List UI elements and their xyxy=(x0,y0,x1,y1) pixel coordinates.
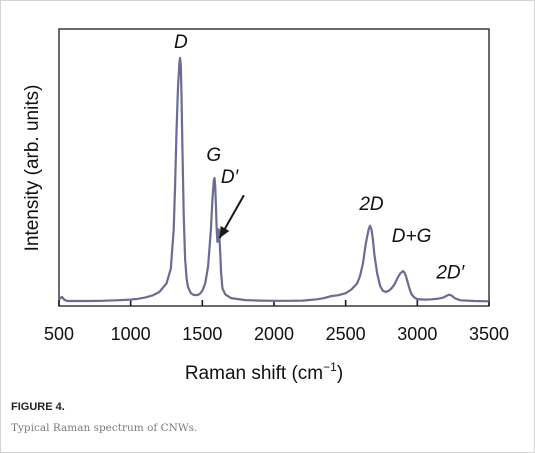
figure-label: FIGURE 4. xyxy=(11,401,65,413)
x-axis-label-close: ) xyxy=(337,363,343,384)
x-tick-label: 500 xyxy=(44,324,74,344)
x-tick-labels: 500 1000 1500 2000 2500 3000 3500 xyxy=(44,324,509,344)
arrow-head xyxy=(219,226,230,239)
spectrum-series-line xyxy=(58,56,490,303)
peak-label: G xyxy=(206,145,221,166)
x-tick-label: 1000 xyxy=(111,324,151,344)
peak-label: D+G xyxy=(392,226,432,247)
y-axis-label: Intensity (arb. units) xyxy=(22,85,43,252)
x-axis-label-main: Raman shift (cm xyxy=(185,363,323,384)
annotation-arrows xyxy=(218,194,245,239)
figure-caption: Typical Raman spectrum of CNWs. xyxy=(11,422,198,434)
raman-spectrum-chart: 500 1000 1500 2000 2500 3000 3500 D GD′ 2D D+G2D′… xyxy=(22,28,509,384)
peak-label: 2D xyxy=(358,194,384,215)
peak-label: 2D′ xyxy=(435,263,465,284)
peak-label: D′ xyxy=(221,167,240,188)
x-tick-label: 1500 xyxy=(182,324,222,344)
x-tick-label: 3500 xyxy=(469,324,509,344)
x-axis-label-superscript: −1 xyxy=(323,360,337,374)
x-ticks xyxy=(58,300,490,306)
peak-annotations: D GD′ 2D D+G2D′ xyxy=(174,32,466,283)
x-axis-label: Raman shift (cm−1) xyxy=(185,360,343,384)
plot-area-border xyxy=(58,28,490,307)
x-tick-label: 3000 xyxy=(397,324,437,344)
peak-label: D xyxy=(174,32,188,53)
x-tick-label: 2000 xyxy=(254,324,294,344)
x-tick-label: 2500 xyxy=(326,324,366,344)
